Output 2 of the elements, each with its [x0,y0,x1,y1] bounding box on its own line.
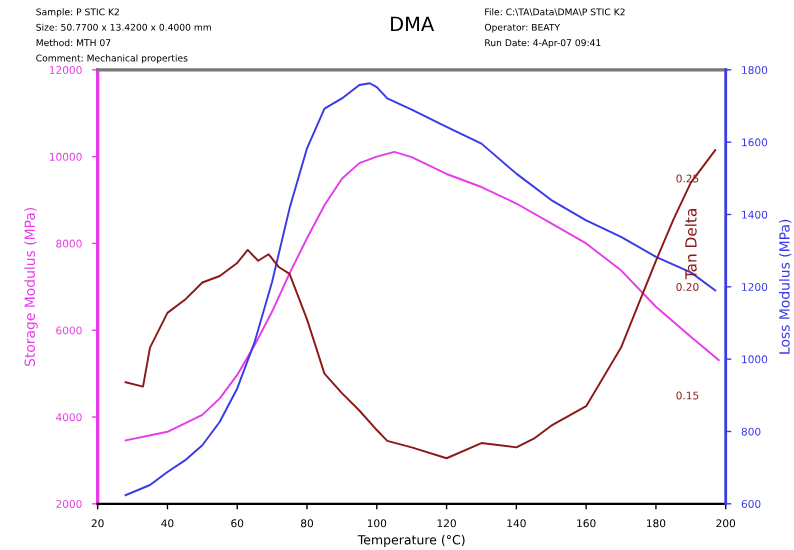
chart-title: DMA [391,16,435,31]
line-series [124,82,717,497]
